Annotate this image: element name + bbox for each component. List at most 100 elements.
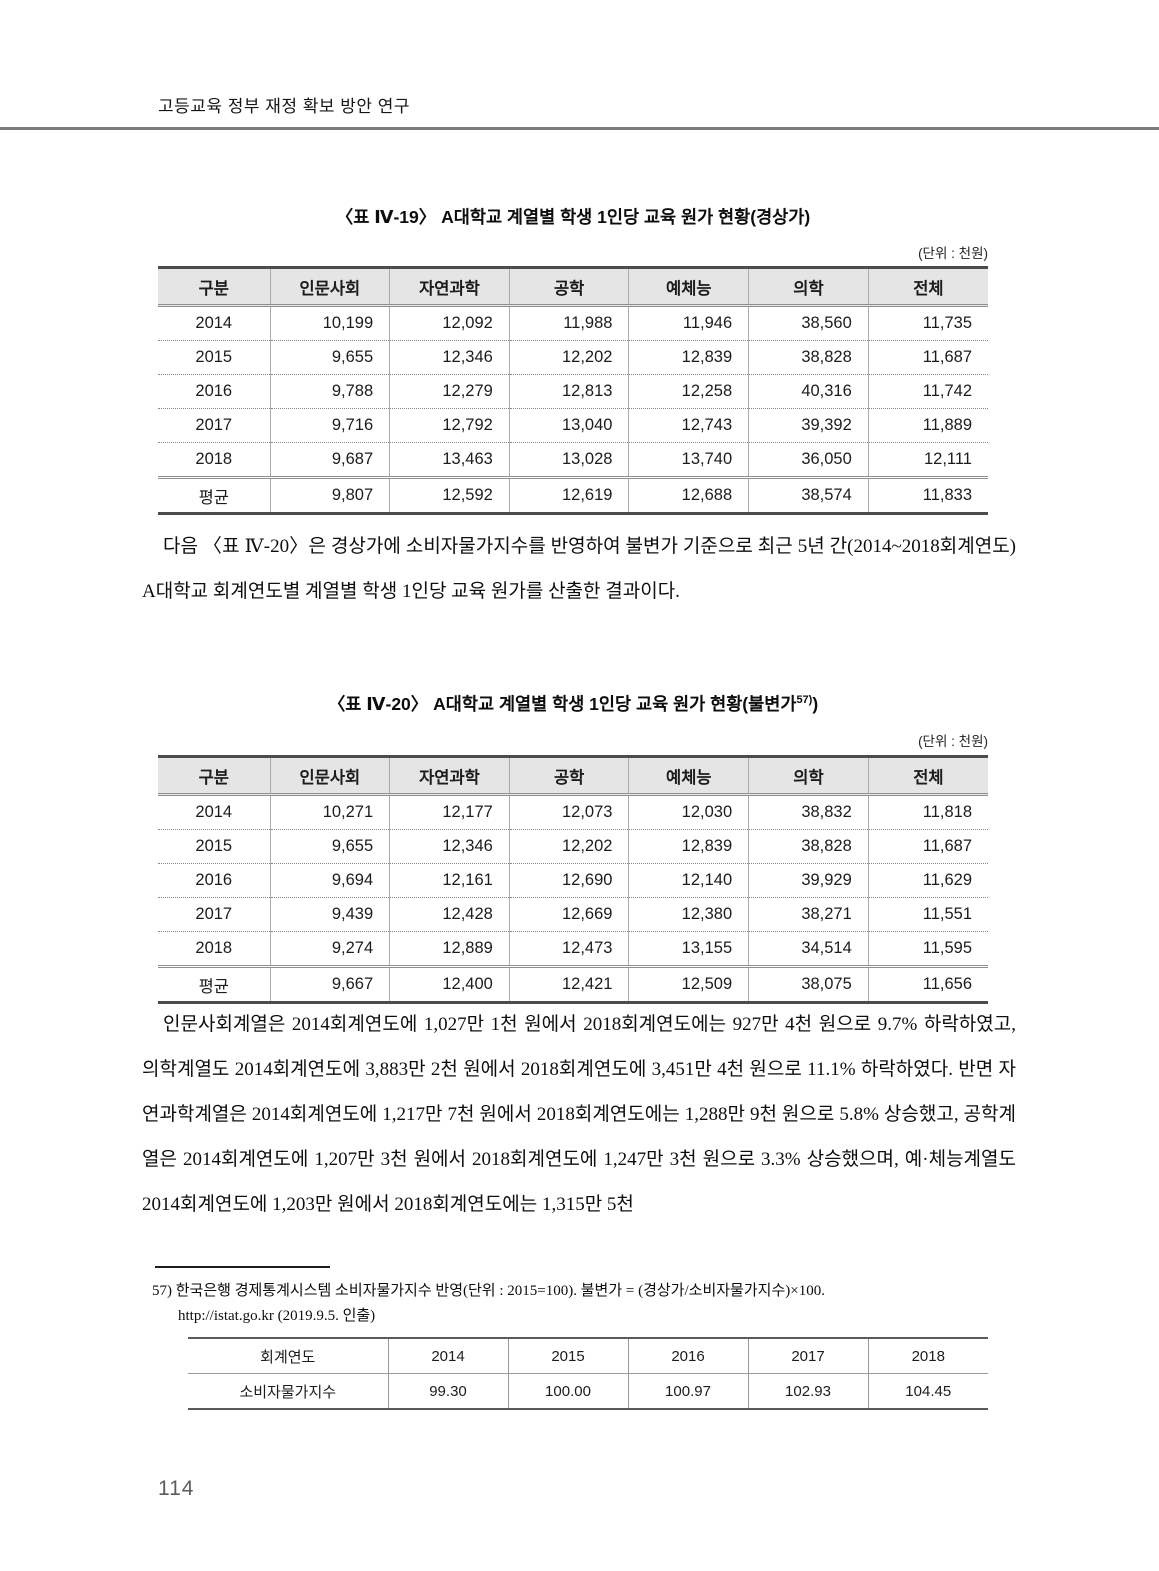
table-cell: 12,619 bbox=[508, 476, 629, 514]
table-cell: 34,514 bbox=[748, 931, 869, 967]
column-header-natural-science: 자연과학 bbox=[389, 267, 510, 307]
table-cell: 12,839 bbox=[628, 340, 749, 375]
table-cell: 12,743 bbox=[628, 408, 749, 443]
table-row: 2016 9,694 12,161 12,690 12,140 39,929 11,629 bbox=[158, 863, 988, 898]
table-cell: 38,560 bbox=[748, 305, 869, 341]
column-header-natural-science: 자연과학 bbox=[389, 756, 510, 796]
table-cell: 12,473 bbox=[508, 931, 629, 967]
column-header-humanities: 인문사회 bbox=[269, 267, 390, 307]
table-cell: 9,655 bbox=[269, 340, 390, 375]
table-cell: 11,818 bbox=[867, 794, 988, 830]
table-cell: 2017 bbox=[158, 897, 270, 932]
table-cell: 2014 bbox=[195, 314, 233, 332]
table-cell: 11,595 bbox=[867, 931, 988, 967]
column-header-gubun: 구분 bbox=[158, 267, 270, 307]
table-cell: 12,111 bbox=[867, 442, 988, 478]
table-cell: 100.00 bbox=[507, 1373, 628, 1409]
column-header-engineering: 공학 bbox=[508, 756, 629, 796]
table-cell: 9,667 bbox=[269, 965, 390, 1003]
table-cell: 9,274 bbox=[269, 931, 390, 967]
column-header-medicine: 의학 bbox=[748, 756, 869, 796]
table-cell: 13,028 bbox=[508, 442, 629, 478]
table-header-row: 구분 인문사회 자연과학 공학 예체능 의학 전체 bbox=[158, 267, 988, 307]
table-cell: 2016 bbox=[158, 863, 270, 898]
table-cell: 38,832 bbox=[748, 794, 869, 830]
table-header-row: 구분 인문사회 자연과학 공학 예체능 의학 전체 bbox=[158, 756, 988, 796]
column-header-medicine: 의학 bbox=[748, 267, 869, 307]
table-cell: 11,656 bbox=[867, 965, 988, 1003]
table-row: 2014 10,199 12,092 11,988 11,946 38,560 11,735 bbox=[158, 305, 988, 341]
table-iv-20-title: 〈표 Ⅳ-20〉 A대학교 계열별 학생 1인당 교육 원가 현황(불변가57)… bbox=[158, 691, 988, 716]
table-cell: 2018 bbox=[158, 931, 270, 967]
table-cell: 12,030 bbox=[628, 794, 749, 830]
table-cell: 9,687 bbox=[269, 442, 390, 478]
column-header-engineering: 공학 bbox=[508, 267, 629, 307]
table-cell: 12,690 bbox=[508, 863, 629, 898]
table-iv-20-title-text: 〈표 Ⅳ-20〉 A대학교 계열별 학생 1인당 교육 원가 현황(불변가 bbox=[327, 694, 797, 714]
table-row: 2016 9,788 12,279 12,813 12,258 40,316 11,742 bbox=[158, 374, 988, 409]
table-cell: 13,040 bbox=[508, 408, 629, 443]
table-row: 2014 10,271 12,177 12,073 12,030 38,832 11,818 bbox=[158, 794, 988, 830]
table-cell: 39,929 bbox=[748, 863, 869, 898]
table-cell: 13,155 bbox=[628, 931, 749, 967]
table-cell: 12,140 bbox=[628, 863, 749, 898]
table-cell: 12,092 bbox=[389, 305, 510, 341]
table-cell: 2017 bbox=[747, 1338, 868, 1374]
column-header-gubun: 구분 bbox=[158, 756, 270, 796]
table-cell: 11,551 bbox=[867, 897, 988, 932]
table-cell: 11,889 bbox=[867, 408, 988, 443]
table-cell: 9,694 bbox=[269, 863, 390, 898]
table-row: 2015 9,655 12,346 12,202 12,839 38,828 11,687 bbox=[158, 340, 988, 375]
table-cell: 12,889 bbox=[389, 931, 510, 967]
table-cell: 12,592 bbox=[389, 476, 510, 514]
table-cell: 102.93 bbox=[747, 1373, 868, 1409]
table-iv-19-title: 〈표 Ⅳ-19〉 A대학교 계열별 학생 1인당 교육 원가 현황(경상가) bbox=[335, 207, 811, 227]
header-rule bbox=[0, 127, 1159, 130]
table-cell: 38,271 bbox=[748, 897, 869, 932]
table-row: 평균 9,667 12,400 12,421 12,509 38,075 11,656 bbox=[158, 965, 988, 1003]
footnote-marker: 57) bbox=[152, 1283, 172, 1299]
table-cell: 36,050 bbox=[748, 442, 869, 478]
table-cell: 2015 bbox=[507, 1338, 628, 1374]
column-header-arts-sports: 예체능 bbox=[628, 756, 749, 796]
page-number: 114 bbox=[158, 1477, 195, 1500]
table-cell: 104.45 bbox=[867, 1373, 988, 1409]
table-cell: 2016 bbox=[627, 1338, 748, 1374]
table-cell: 11,946 bbox=[628, 305, 749, 341]
footnote-url: http://istat.go.kr (2019.9.5. 인출) bbox=[178, 1308, 376, 1324]
table-cell: 12,380 bbox=[628, 897, 749, 932]
table-cell: 12,202 bbox=[508, 829, 629, 864]
table-cell: 회계연도 bbox=[260, 1348, 316, 1366]
table-cell: 12,202 bbox=[508, 340, 629, 375]
column-header-total: 전체 bbox=[867, 756, 988, 796]
footnote-separator-rule bbox=[155, 1266, 330, 1268]
table-cell: 12,073 bbox=[508, 794, 629, 830]
table-cell: 12,346 bbox=[389, 829, 510, 864]
table-cell: 2017 bbox=[158, 408, 270, 443]
table-cell: 2015 bbox=[158, 829, 270, 864]
table-cell: 38,828 bbox=[748, 829, 869, 864]
table-iv-20-unit-label: (단위 : 천원) bbox=[918, 734, 988, 749]
table-cell: 12,421 bbox=[508, 965, 629, 1003]
column-header-humanities: 인문사회 bbox=[269, 756, 390, 796]
footnote-57: 57) 한국은행 경제통계시스템 소비자물가지수 반영(단위 : 2015=10… bbox=[152, 1279, 1042, 1329]
table-body: 2014 10,271 12,177 12,073 12,030 38,832 11,818… bbox=[158, 794, 988, 1003]
table-cell: 38,574 bbox=[748, 476, 869, 514]
footnote-ref-57: 57) bbox=[796, 694, 813, 707]
table-cell: 10,271 bbox=[269, 794, 390, 830]
table-cell: 12,839 bbox=[628, 829, 749, 864]
body-paragraph-1: 다음 〈표 Ⅳ-20〉은 경상가에 소비자물가지수를 반영하여 불변가 기준으로… bbox=[142, 536, 1016, 602]
table-cell: 11,687 bbox=[867, 340, 988, 375]
table-cell: 12,258 bbox=[628, 374, 749, 409]
running-header-title: 고등교육 정부 재정 확보 방안 연구 bbox=[158, 97, 411, 116]
table-row: 2018 9,274 12,889 12,473 13,155 34,514 11,595 bbox=[158, 931, 988, 967]
table-cell: 2015 bbox=[158, 340, 270, 375]
table-body: 2014 10,199 12,092 11,988 11,946 38,560 11,735… bbox=[158, 305, 988, 514]
footnote-text: 한국은행 경제통계시스템 소비자물가지수 반영(단위 : 2015=100). … bbox=[175, 1283, 825, 1299]
table-cell: 10,199 bbox=[269, 305, 390, 341]
footnote-cpi-table: 회계연도 2014 2015 2016 2017 2018 소비자물가지수 99.30 100.… bbox=[188, 1337, 988, 1410]
table-cell: 9,788 bbox=[269, 374, 390, 409]
table-cell: 2014 bbox=[195, 803, 233, 821]
table-cell: 12,669 bbox=[508, 897, 629, 932]
table-cell: 99.30 bbox=[387, 1373, 508, 1409]
